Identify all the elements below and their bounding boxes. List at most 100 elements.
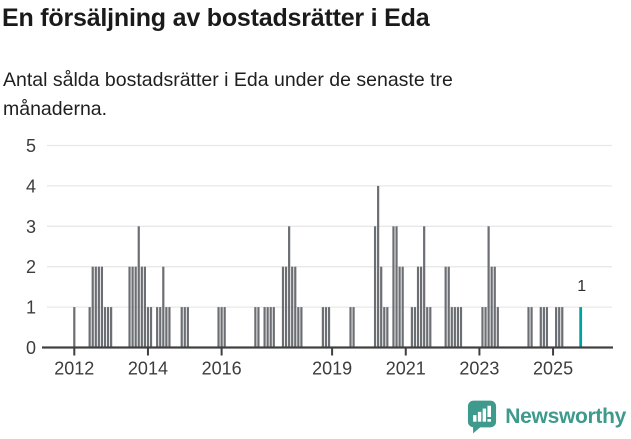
bar xyxy=(398,266,401,348)
bar xyxy=(284,266,288,348)
highlight-bar xyxy=(579,307,583,348)
bar xyxy=(288,226,291,348)
bar xyxy=(281,266,285,348)
bar xyxy=(183,307,186,348)
bar xyxy=(416,266,420,348)
bar xyxy=(103,307,107,348)
bar xyxy=(349,307,352,348)
bar xyxy=(327,307,331,348)
bar xyxy=(300,307,303,348)
bar xyxy=(269,307,272,348)
bar xyxy=(220,307,223,348)
y-axis-tick-label: 4 xyxy=(26,176,36,196)
x-axis-tick-label: 2012 xyxy=(54,359,94,379)
bar xyxy=(143,266,146,348)
bar xyxy=(395,226,398,348)
bar xyxy=(555,307,558,348)
bar xyxy=(321,307,324,348)
bar xyxy=(223,307,226,348)
bar xyxy=(100,266,104,348)
bar xyxy=(128,266,131,348)
bar xyxy=(459,307,463,348)
bar xyxy=(324,307,328,348)
bar xyxy=(131,266,134,348)
bar xyxy=(545,307,549,348)
bar xyxy=(146,307,150,348)
bar xyxy=(450,307,453,348)
x-axis-tick-label: 2025 xyxy=(533,359,573,379)
x-axis-tick-label: 2023 xyxy=(459,359,499,379)
bar xyxy=(186,307,189,348)
bar xyxy=(484,307,487,348)
y-axis-tick-label: 1 xyxy=(26,298,36,318)
bar xyxy=(447,266,450,348)
bar xyxy=(106,307,110,348)
x-axis-tick-label: 2019 xyxy=(312,359,352,379)
y-axis-tick-label: 2 xyxy=(26,257,36,277)
bar xyxy=(297,307,300,348)
bar xyxy=(140,266,143,348)
x-axis-tick-label: 2014 xyxy=(128,359,168,379)
bar xyxy=(456,307,460,348)
x-axis-tick-label: 2016 xyxy=(202,359,242,379)
x-axis-line xyxy=(42,346,613,349)
y-axis-tick-label: 0 xyxy=(26,338,36,358)
bar xyxy=(373,226,377,348)
bar xyxy=(383,307,386,348)
bar-value-label: 1 xyxy=(577,278,586,295)
newsworthy-wordmark: Newsworthy xyxy=(505,405,626,428)
bar xyxy=(217,307,220,348)
bar xyxy=(539,307,542,348)
bar xyxy=(180,307,183,348)
bar xyxy=(149,307,153,348)
x-axis-tick-label: 2021 xyxy=(386,359,426,379)
bar xyxy=(487,226,490,348)
bar xyxy=(401,266,404,348)
bar xyxy=(294,266,297,348)
bar xyxy=(527,307,530,348)
bar xyxy=(91,266,94,348)
bar xyxy=(493,266,496,348)
bar xyxy=(110,307,113,348)
bar xyxy=(291,266,294,348)
bar xyxy=(413,307,417,348)
bar xyxy=(156,307,159,348)
newsworthy-logo: Newsworthy xyxy=(467,400,626,434)
bar xyxy=(419,266,423,348)
bar xyxy=(263,307,266,348)
bar xyxy=(352,307,355,348)
bar xyxy=(266,307,269,348)
bar xyxy=(159,307,162,348)
bar xyxy=(73,307,76,348)
chart-title: En försäljning av bostadsrätter i Eda xyxy=(2,4,430,32)
bar xyxy=(386,307,389,348)
bar xyxy=(257,307,260,348)
bar xyxy=(561,307,564,348)
newsworthy-icon xyxy=(468,400,497,434)
bar xyxy=(530,307,533,348)
bar xyxy=(134,266,137,348)
bar xyxy=(558,307,561,348)
bar xyxy=(88,307,91,348)
bar xyxy=(272,307,275,348)
bar xyxy=(481,307,484,348)
bar xyxy=(162,266,165,348)
bar xyxy=(168,307,171,348)
bar xyxy=(137,226,140,348)
bar xyxy=(97,266,100,348)
bar xyxy=(410,307,413,348)
bar xyxy=(392,226,395,348)
bar xyxy=(490,266,493,348)
y-axis-tick-label: 5 xyxy=(26,136,36,156)
bar xyxy=(496,307,499,348)
y-axis-tick-label: 3 xyxy=(26,217,36,237)
bar xyxy=(254,307,257,348)
bar xyxy=(426,307,429,348)
bar xyxy=(380,266,383,348)
bar xyxy=(423,226,426,348)
bar xyxy=(94,266,97,348)
bar xyxy=(429,307,432,348)
bar xyxy=(542,307,545,348)
bar xyxy=(377,185,380,348)
